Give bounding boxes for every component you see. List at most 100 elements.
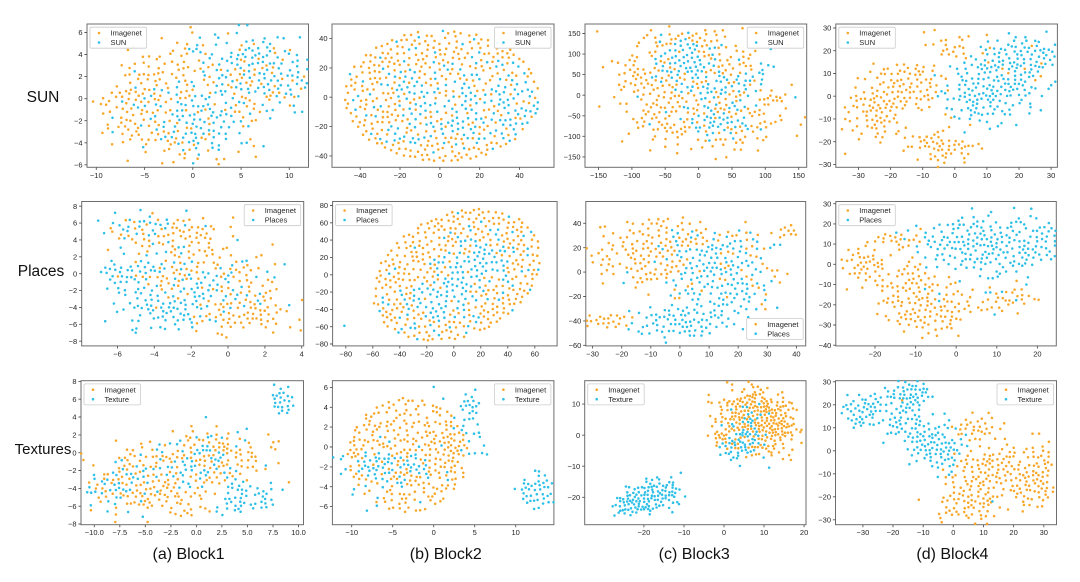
svg-text:−4: −4	[74, 138, 83, 147]
svg-text:−60: −60	[366, 349, 379, 358]
svg-text:50: 50	[572, 70, 580, 79]
svg-text:20: 20	[1033, 349, 1041, 358]
svg-text:(b) Block2: (b) Block2	[410, 546, 482, 563]
svg-text:−10: −10	[90, 171, 103, 180]
svg-text:SUN: SUN	[859, 38, 875, 47]
svg-text:10: 10	[823, 423, 831, 432]
svg-text:−50: −50	[659, 171, 672, 180]
svg-text:10: 10	[823, 69, 831, 78]
svg-text:−100: −100	[564, 132, 581, 141]
svg-text:4: 4	[324, 403, 328, 412]
svg-text:−40: −40	[315, 305, 328, 314]
svg-text:−10: −10	[345, 528, 358, 537]
svg-text:−20: −20	[869, 349, 882, 358]
svg-text:0: 0	[432, 528, 436, 537]
svg-text:10: 10	[823, 240, 831, 249]
svg-text:2: 2	[78, 72, 82, 81]
svg-text:−4: −4	[150, 349, 159, 358]
svg-text:−20: −20	[567, 493, 580, 502]
svg-text:−5: −5	[388, 528, 397, 537]
svg-text:60: 60	[531, 349, 539, 358]
svg-text:−20: −20	[615, 349, 628, 358]
svg-text:8: 8	[72, 377, 76, 386]
svg-text:10: 10	[572, 400, 580, 409]
svg-text:2: 2	[72, 431, 76, 440]
svg-text:−20: −20	[420, 349, 433, 358]
svg-text:−10: −10	[819, 280, 832, 289]
svg-text:Imagenet: Imagenet	[105, 385, 137, 394]
svg-text:60: 60	[320, 218, 328, 227]
svg-text:2.5: 2.5	[217, 528, 227, 537]
svg-text:−4: −4	[69, 303, 78, 312]
svg-text:2: 2	[263, 349, 267, 358]
svg-text:0: 0	[324, 270, 328, 279]
svg-text:Imagenet: Imagenet	[859, 206, 891, 215]
svg-text:−2: −2	[68, 466, 77, 475]
svg-text:0: 0	[226, 349, 230, 358]
svg-text:0: 0	[452, 349, 456, 358]
svg-text:(c) Block3: (c) Block3	[659, 546, 730, 563]
svg-text:−10: −10	[818, 469, 831, 478]
svg-text:−20: −20	[887, 528, 900, 537]
svg-text:20: 20	[320, 253, 328, 262]
svg-text:−60: −60	[569, 341, 582, 350]
svg-text:−20: −20	[315, 122, 328, 131]
svg-text:−6: −6	[69, 320, 78, 329]
svg-text:10: 10	[979, 528, 987, 537]
svg-text:−100: −100	[623, 171, 640, 180]
svg-text:−10: −10	[917, 528, 930, 537]
svg-text:−20: −20	[315, 288, 328, 297]
svg-text:50: 50	[728, 171, 736, 180]
svg-text:2: 2	[324, 423, 328, 432]
svg-text:30: 30	[1047, 171, 1055, 180]
svg-text:−10.0: −10.0	[85, 528, 104, 537]
svg-text:−5: −5	[140, 171, 149, 180]
svg-text:0: 0	[953, 171, 957, 180]
svg-text:0: 0	[577, 268, 581, 277]
svg-text:0: 0	[438, 171, 442, 180]
svg-text:40: 40	[573, 219, 581, 228]
svg-text:4: 4	[73, 236, 77, 245]
svg-text:SUN: SUN	[111, 38, 127, 47]
svg-text:6: 6	[324, 383, 328, 392]
svg-text:20: 20	[476, 171, 484, 180]
svg-text:6: 6	[72, 395, 76, 404]
svg-text:Imagenet: Imagenet	[768, 29, 800, 38]
svg-text:Places: Places	[859, 216, 882, 225]
svg-text:4: 4	[300, 349, 304, 358]
svg-text:−20: −20	[819, 137, 832, 146]
svg-text:−2.5: −2.5	[163, 528, 178, 537]
svg-text:0: 0	[323, 93, 327, 102]
svg-text:Places: Places	[356, 216, 379, 225]
svg-text:0: 0	[722, 528, 726, 537]
svg-text:−4: −4	[68, 484, 77, 493]
svg-text:−50: −50	[568, 111, 581, 120]
svg-text:−20: −20	[819, 300, 832, 309]
svg-text:Imagenet: Imagenet	[515, 29, 547, 38]
svg-text:5.0: 5.0	[242, 528, 252, 537]
svg-text:40: 40	[792, 349, 800, 358]
svg-text:20: 20	[823, 220, 831, 229]
svg-text:Imagenet: Imagenet	[265, 206, 297, 215]
svg-text:−40: −40	[819, 341, 832, 350]
svg-text:Places: Places	[767, 329, 790, 338]
svg-text:Places: Places	[265, 216, 288, 225]
svg-text:40: 40	[319, 34, 327, 43]
svg-text:6: 6	[73, 219, 77, 228]
svg-text:−10: −10	[644, 349, 657, 358]
svg-text:10.0: 10.0	[291, 528, 306, 537]
svg-text:−30: −30	[818, 515, 831, 524]
svg-text:30: 30	[1040, 528, 1048, 537]
svg-text:−40: −40	[569, 317, 582, 326]
svg-text:−20: −20	[638, 528, 651, 537]
svg-text:−10: −10	[819, 115, 832, 124]
svg-text:−20: −20	[818, 492, 831, 501]
svg-text:0: 0	[954, 349, 958, 358]
svg-text:10: 10	[285, 171, 293, 180]
svg-text:Imagenet: Imagenet	[859, 29, 891, 38]
svg-text:150: 150	[568, 29, 581, 38]
svg-text:10: 10	[983, 171, 991, 180]
svg-text:−2: −2	[187, 349, 196, 358]
svg-text:4: 4	[78, 50, 82, 59]
svg-text:−6: −6	[74, 160, 83, 169]
